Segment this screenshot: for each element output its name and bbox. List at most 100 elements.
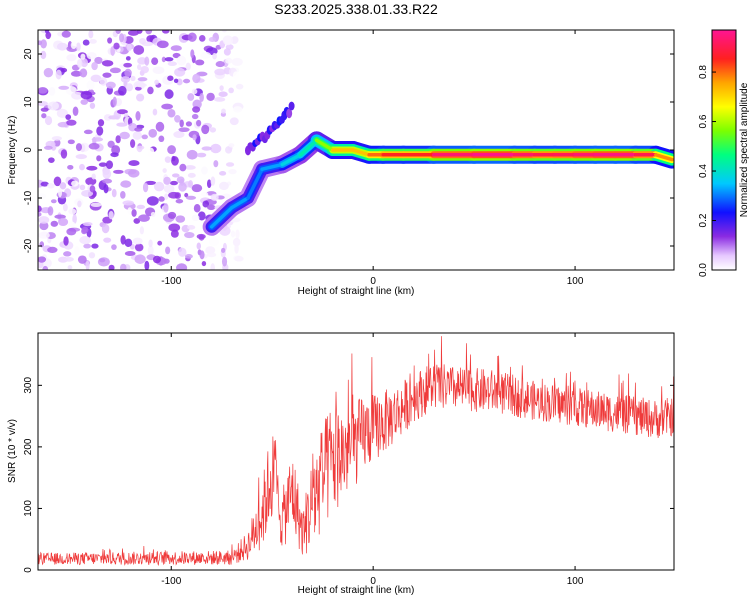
noise-blob	[123, 112, 129, 118]
ridge-segment	[209, 205, 234, 229]
noise-blob	[67, 139, 75, 145]
noise-blob	[77, 200, 82, 208]
noise-blob	[58, 85, 70, 90]
noise-blob	[79, 184, 86, 191]
noise-blob	[167, 108, 176, 118]
noise-blob	[125, 56, 131, 61]
colorbar-tick-label: 0.6	[698, 114, 709, 128]
noise-blob	[206, 179, 212, 189]
noise-blob	[122, 200, 135, 206]
noise-blob	[76, 59, 83, 68]
noise-blob	[111, 188, 117, 198]
noise-blob	[47, 183, 55, 189]
noise-blob	[228, 168, 237, 175]
colorbar-gradient	[711, 29, 737, 271]
snr-plot-area	[38, 336, 674, 566]
snr-frame	[37, 332, 675, 571]
noise-blob	[108, 264, 115, 270]
noise-blob	[195, 59, 205, 66]
noise-blob	[141, 134, 148, 140]
noise-blob	[66, 54, 77, 62]
colorbar-label: Normalized spectral amplitude	[739, 82, 750, 217]
noise-blob	[191, 113, 199, 120]
noise-blob	[120, 76, 131, 83]
noise-blob	[213, 160, 219, 168]
noise-blob	[120, 263, 127, 270]
noise-blob	[223, 48, 231, 56]
noise-blob	[67, 164, 74, 170]
noise-blob	[175, 215, 186, 223]
noise-blob	[38, 40, 43, 46]
noise-blob	[214, 68, 226, 76]
noise-blob	[61, 30, 71, 38]
noise-blob	[105, 160, 114, 170]
x-tick-label: 0	[370, 276, 376, 287]
noise-blob	[134, 243, 144, 252]
noise-blob	[198, 34, 206, 42]
noise-blob	[125, 83, 134, 92]
noise-blob	[131, 209, 137, 217]
noise-blob	[235, 229, 240, 239]
noise-blob	[173, 78, 179, 84]
noise-blob	[146, 196, 159, 206]
ridge-segment	[260, 162, 285, 171]
x-tick-label: -100	[161, 276, 181, 287]
noise-blob	[91, 173, 96, 180]
noise-blob	[124, 250, 136, 256]
noise-blob	[170, 45, 182, 52]
noise-blob	[176, 263, 188, 270]
noise-blob	[142, 182, 149, 193]
noise-blob	[71, 91, 83, 100]
noise-blob	[107, 37, 113, 44]
colorbar-ticks: 0.0 0.2 0.4 0.6 0.8	[698, 65, 716, 277]
noise-blob	[126, 43, 132, 52]
noise-blob	[89, 39, 97, 44]
noise-blob	[176, 55, 187, 66]
noise-blob	[123, 62, 133, 68]
noise-blob	[38, 216, 50, 224]
noise-blob	[206, 252, 217, 258]
noise-blob	[221, 108, 226, 114]
noise-blob	[232, 106, 243, 113]
noise-blob	[50, 199, 57, 204]
noise-blob	[175, 198, 184, 204]
noise-blob	[56, 108, 68, 118]
noise-blob	[170, 229, 179, 238]
noise-blob	[79, 236, 91, 245]
noise-blob	[144, 260, 150, 270]
noise-blob	[74, 246, 80, 256]
spectrogram-noise-blobs	[38, 30, 244, 270]
noise-blob	[86, 80, 95, 90]
noise-blob	[192, 73, 201, 84]
noise-blob	[201, 192, 209, 197]
noise-blob	[179, 163, 187, 172]
noise-blob	[152, 108, 158, 116]
noise-blob	[96, 126, 104, 136]
noise-blob	[164, 89, 174, 99]
y-tick-label: -20	[23, 238, 34, 253]
noise-blob	[115, 135, 121, 144]
noise-blob	[185, 195, 197, 200]
noise-blob	[118, 85, 127, 96]
noise-blob	[101, 223, 110, 234]
noise-blob	[130, 139, 136, 148]
noise-blob	[38, 212, 42, 217]
noise-blob	[137, 77, 148, 82]
noise-blob	[145, 30, 153, 35]
noise-blob	[48, 157, 55, 164]
noise-blob	[148, 239, 153, 248]
noise-blob	[139, 226, 145, 235]
noise-blob	[158, 135, 165, 143]
noise-blob	[218, 91, 228, 98]
noise-blob	[40, 107, 49, 112]
noise-blob	[160, 86, 169, 91]
noise-blob	[163, 184, 175, 194]
noise-blob	[40, 50, 47, 60]
noise-blob	[98, 162, 108, 167]
noise-blob	[96, 155, 102, 162]
noise-blob	[94, 56, 103, 64]
noise-blob	[47, 206, 54, 216]
noise-blob	[48, 86, 56, 96]
noise-blob	[109, 67, 121, 74]
noise-blob	[170, 180, 178, 186]
